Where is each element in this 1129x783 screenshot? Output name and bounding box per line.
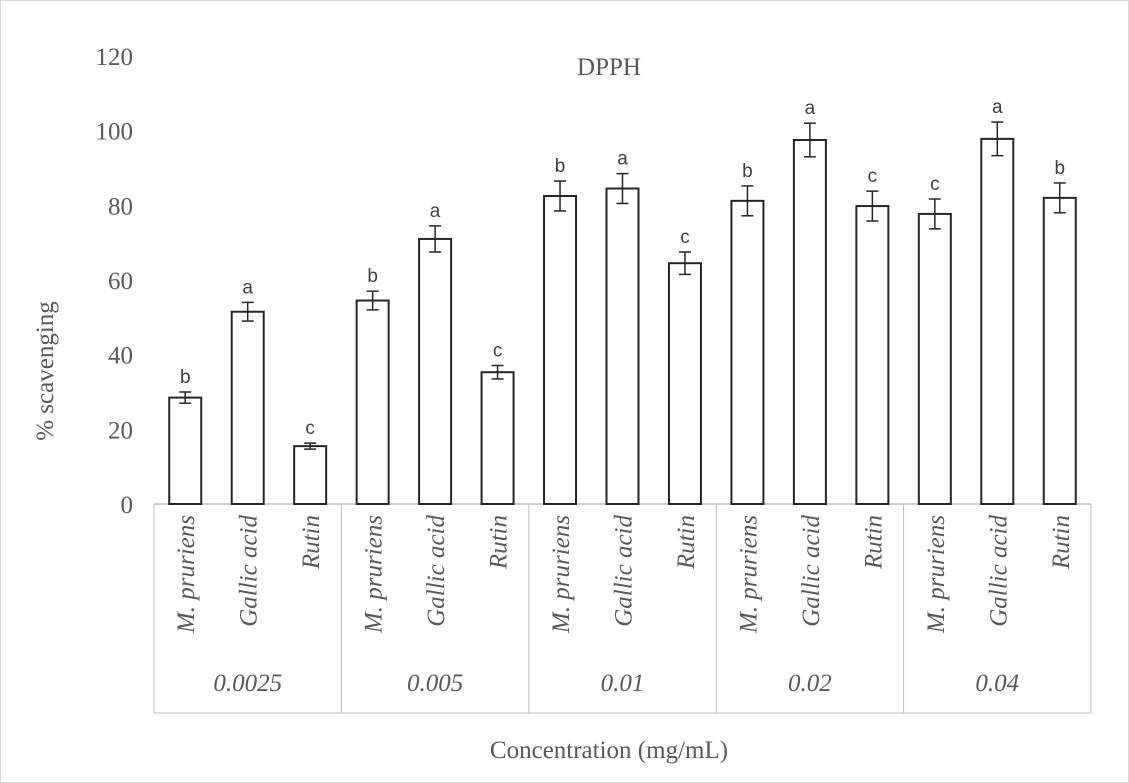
significance-label: a — [430, 201, 441, 222]
category-tick-label: Rutin — [298, 515, 325, 570]
bar — [230, 310, 265, 505]
bar — [667, 262, 702, 506]
bar — [543, 195, 578, 505]
significance-label: c — [868, 166, 878, 187]
significance-label: a — [992, 97, 1003, 118]
category-tick-label: Rutin — [673, 515, 700, 570]
y-tick-label: 0 — [121, 492, 134, 519]
bar — [855, 205, 890, 506]
plot-area: 0 20 40 60 80 100 120 0.0025 0.005 0.01 0.02 0.04 b M… — [96, 44, 1092, 714]
category-tick-label: M. pruriens — [173, 515, 200, 634]
category-tick-label: Gallic acid — [611, 515, 638, 627]
significance-label: b — [555, 156, 566, 177]
bar — [792, 139, 827, 505]
category-tick-label: M. pruriens — [361, 515, 388, 634]
group-label: 0.01 — [601, 670, 645, 697]
y-tick-label: 20 — [108, 417, 133, 444]
group-label: 0.04 — [975, 670, 1019, 697]
bar — [1042, 196, 1077, 505]
category-tick-label: M. pruriens — [735, 515, 762, 634]
category-tick-label: Gallic acid — [423, 515, 450, 627]
significance-label: c — [930, 174, 940, 195]
y-tick-label: 60 — [108, 268, 133, 295]
category-tick-label: M. pruriens — [923, 515, 950, 634]
category-tick-label: Rutin — [860, 515, 887, 570]
bar — [293, 445, 328, 505]
significance-label: b — [1054, 158, 1065, 179]
significance-label: a — [805, 98, 816, 119]
significance-label: c — [493, 340, 503, 361]
category-tick-label: Rutin — [486, 515, 513, 570]
bar — [418, 237, 453, 506]
group-label: 0.02 — [788, 670, 832, 697]
bar — [980, 137, 1015, 505]
category-tick-label: Rutin — [1048, 515, 1075, 570]
y-axis-label: % scavenging — [32, 301, 59, 441]
significance-label: a — [242, 277, 253, 298]
chart-title: DPPH — [577, 54, 641, 81]
category-tick-label: Gallic acid — [798, 515, 825, 627]
category-tick-label: M. pruriens — [548, 515, 575, 634]
bar — [917, 212, 952, 505]
group-label: 0.005 — [407, 670, 463, 697]
y-tick-label: 120 — [96, 44, 134, 71]
category-tick-label: Gallic acid — [236, 515, 263, 627]
significance-label: c — [680, 227, 690, 248]
bar — [168, 396, 203, 506]
y-tick-label: 40 — [108, 343, 133, 370]
significance-label: b — [367, 266, 378, 287]
bar — [480, 371, 515, 506]
x-axis-label: Concentration (mg/mL) — [490, 737, 728, 764]
category-tick-label: Gallic acid — [985, 515, 1012, 627]
bar — [730, 199, 765, 505]
bar — [605, 187, 640, 506]
significance-label: b — [742, 161, 753, 182]
significance-label: b — [180, 367, 191, 388]
y-tick-label: 80 — [108, 193, 133, 220]
significance-label: c — [305, 418, 315, 439]
significance-label: a — [617, 149, 628, 170]
group-label: 0.0025 — [213, 670, 282, 697]
y-tick-label: 100 — [96, 119, 134, 146]
bar — [355, 299, 390, 505]
